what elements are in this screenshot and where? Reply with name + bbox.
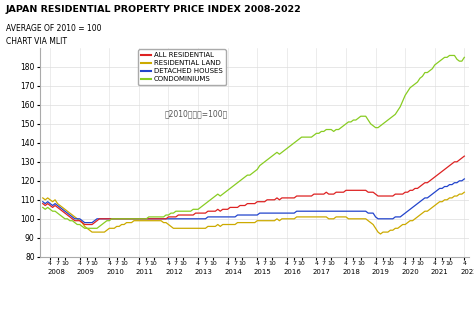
Text: JAPAN RESIDENTIAL PROPERTY PRICE INDEX 2008-2022: JAPAN RESIDENTIAL PROPERTY PRICE INDEX 2… xyxy=(6,5,301,14)
Text: （2010年平均=100）: （2010年平均=100） xyxy=(164,110,228,119)
Text: CHART VIA MLIT: CHART VIA MLIT xyxy=(6,37,67,46)
Legend: ALL RESIDENTIAL, RESIDENTIAL LAND, DETACHED HOUSES, CONDOMINIUMS: ALL RESIDENTIAL, RESIDENTIAL LAND, DETAC… xyxy=(138,49,226,85)
Text: AVERAGE OF 2010 = 100: AVERAGE OF 2010 = 100 xyxy=(6,24,101,33)
